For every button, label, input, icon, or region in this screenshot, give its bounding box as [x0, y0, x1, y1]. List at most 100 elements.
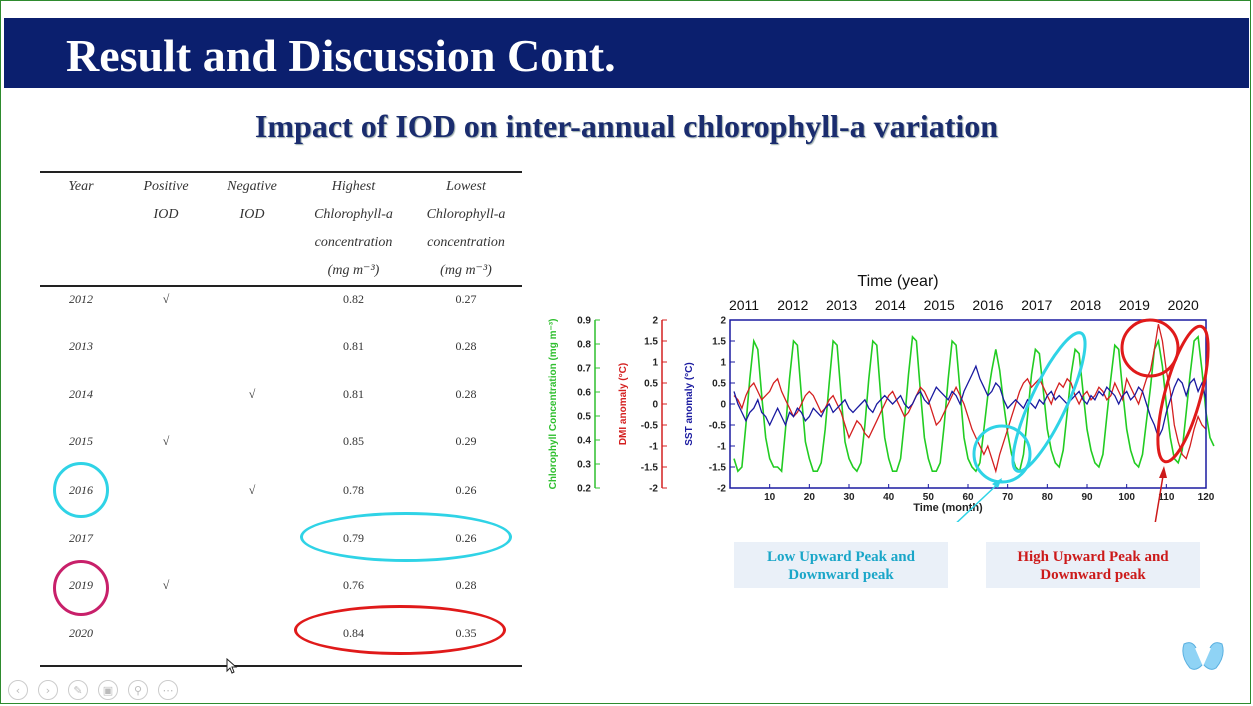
- y-tick-label-0: 0.2: [577, 484, 591, 495]
- table-cell-highest: 0.85: [343, 434, 364, 448]
- table-cell-lowest: 0.28: [455, 578, 477, 592]
- title-bar: [4, 18, 1249, 88]
- note-high-peak: High Upward Peak and Downward peak: [986, 542, 1200, 588]
- y-axis-label-2: SST anomaly (°C): [684, 362, 695, 445]
- top-year-label: 2011: [729, 297, 759, 313]
- top-axis-label: Time (year): [857, 273, 938, 290]
- series-line-1: [733, 324, 1207, 474]
- series-line-0: [733, 334, 1215, 474]
- chart-highlight-high-circle: [1120, 318, 1180, 378]
- table-header-cell: Chlorophyll-a: [426, 207, 506, 222]
- y-tick-label-0: 0.9: [577, 316, 591, 327]
- x-tick-label: 80: [1042, 492, 1054, 503]
- note-low-peak: Low Upward Peak and Downward peak: [734, 542, 948, 588]
- table-header-cell: concentration: [427, 235, 505, 250]
- table-cell-lowest: 0.27: [455, 292, 477, 306]
- y-tick-label-0: 0.4: [577, 436, 591, 447]
- y-tick-label-2: 0: [720, 400, 726, 411]
- table-header-cell: Positive: [143, 179, 189, 194]
- table-header-cell: (mg m⁻³): [327, 263, 380, 278]
- y-axis-label-1: DMI anomaly (°C): [618, 363, 629, 445]
- pen-icon[interactable]: ✎: [68, 680, 88, 700]
- top-year-label: 2020: [1168, 297, 1199, 313]
- arrow-high-head: [1159, 466, 1167, 478]
- note-low-line1: Low Upward Peak and: [767, 549, 915, 565]
- y-tick-label-1: 1: [652, 358, 658, 369]
- note-high-line1: High Upward Peak and: [1017, 549, 1169, 565]
- highlight-circle-2019: [53, 560, 109, 616]
- arrow-high: [1154, 469, 1165, 522]
- table-cell-highest: 0.82: [343, 292, 364, 306]
- chart-highlight-high-ellipse: [1156, 324, 1210, 464]
- highlight-ellipse-2017: [300, 512, 512, 562]
- y-tick-label-1: 0.5: [644, 379, 658, 390]
- y-axis-label-0: Chlorophyll Concentration (mg m⁻³): [548, 319, 559, 490]
- table-rule: [40, 171, 522, 173]
- x-tick-label: 100: [1118, 492, 1135, 503]
- y-tick-label-1: -2: [649, 484, 658, 495]
- table-cell-positive: √: [162, 578, 170, 592]
- y-tick-label-2: 1: [720, 358, 726, 369]
- y-tick-label-2: -1.5: [709, 463, 727, 474]
- table-header-cell: IOD: [153, 207, 179, 222]
- x-tick-label: 30: [843, 492, 855, 503]
- top-year-label: 2013: [826, 297, 857, 313]
- y-tick-label-0: 0.6: [577, 388, 591, 399]
- y-tick-label-1: -1.5: [641, 463, 659, 474]
- note-high-line2: Downward peak: [1040, 567, 1146, 583]
- x-tick-label: 120: [1198, 492, 1215, 503]
- table-cell-highest: 0.81: [343, 339, 364, 353]
- y-tick-label-1: 2: [652, 316, 658, 327]
- slides-icon[interactable]: ▣: [98, 680, 118, 700]
- highlight-ellipse-2020: [294, 605, 506, 655]
- y-tick-label-1: -0.5: [641, 421, 659, 432]
- x-tick-label: 60: [962, 492, 974, 503]
- y-tick-label-0: 0.3: [577, 460, 591, 471]
- table-cell-year: 2012: [69, 292, 93, 306]
- table-cell-year: 2020: [69, 626, 93, 640]
- table-cell-year: 2013: [69, 339, 93, 353]
- y-tick-label-2: 0.5: [712, 379, 726, 390]
- more-icon[interactable]: ⋯: [158, 680, 178, 700]
- table-header-cell: Negative: [227, 179, 277, 194]
- table-cell-lowest: 0.28: [455, 387, 477, 401]
- x-tick-label: 90: [1081, 492, 1093, 503]
- y-tick-label-0: 0.5: [577, 412, 591, 423]
- chlorophyll-iod-chart: Time (year)2011 2012 2013 2014 2015 2016 2017 2…: [548, 273, 1215, 522]
- y-tick-label-1: -1: [649, 442, 658, 453]
- table-cell-highest: 0.76: [343, 578, 364, 592]
- y-tick-label-2: -2: [717, 484, 726, 495]
- y-tick-label-0: 0.7: [577, 364, 591, 375]
- table-cell-negative: √: [248, 387, 256, 401]
- table-header-cell: IOD: [239, 207, 265, 222]
- y-tick-label-2: -0.5: [709, 421, 727, 432]
- top-year-label: 2019: [1119, 297, 1150, 313]
- table-header-cell: concentration: [314, 235, 393, 250]
- table-header-cell: Chlorophyll-a: [314, 207, 393, 222]
- x-tick-label: 110: [1158, 492, 1175, 503]
- highlight-circle-2016: [53, 462, 109, 518]
- prev-icon[interactable]: ‹: [8, 680, 28, 700]
- table-cell-lowest: 0.29: [455, 434, 477, 448]
- top-year-label: 2012: [777, 297, 808, 313]
- table-rule: [40, 285, 522, 287]
- zoom-icon[interactable]: ⚲: [128, 680, 148, 700]
- table-header-cell: Year: [68, 179, 94, 194]
- table-cell-lowest: 0.28: [455, 339, 477, 353]
- table-cell-positive: √: [162, 292, 170, 306]
- next-icon[interactable]: ›: [38, 680, 58, 700]
- x-tick-label: 50: [923, 492, 935, 503]
- y-tick-label-2: 1.5: [712, 337, 726, 348]
- table-cell-negative: √: [248, 483, 256, 497]
- x-tick-label: 70: [1002, 492, 1014, 503]
- chart-highlight-low-ellipse: [1011, 331, 1087, 473]
- top-year-label: 2014: [875, 297, 906, 313]
- y-tick-label-0: 0.8: [577, 340, 591, 351]
- y-tick-label-2: 2: [720, 316, 726, 327]
- table-header-cell: Lowest: [446, 179, 486, 194]
- x-axis-label: Time (month): [913, 502, 983, 514]
- table-rule: [40, 665, 522, 667]
- top-year-label: 2018: [1070, 297, 1101, 313]
- series-line-2: [733, 364, 1207, 440]
- top-year-label: 2017: [1021, 297, 1052, 313]
